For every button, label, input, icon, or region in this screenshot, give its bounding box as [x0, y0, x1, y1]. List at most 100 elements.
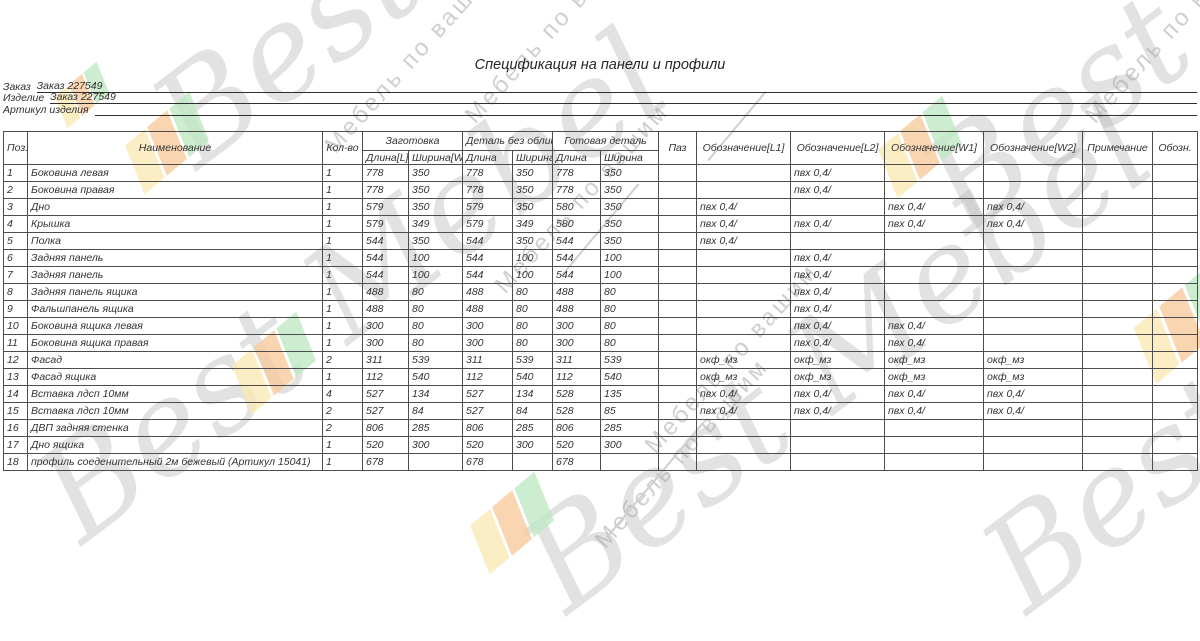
cell-det-len: 527	[462, 385, 513, 403]
cell-det-wid: 134	[511, 385, 554, 403]
cell-w2	[983, 453, 1084, 471]
cell-det-wid: 539	[511, 351, 554, 369]
table-row: 7 Задняя панель 1 544 100 544 100 544 100 пвх 0,4…	[3, 266, 1199, 284]
cell-l2: пвх 0,4/	[790, 334, 886, 352]
table-row: 16 ДВП задняя стенка 2 806 285 806 285 806 285	[3, 419, 1199, 437]
cell-ready-wid: 350	[600, 215, 660, 233]
cell-qty: 2	[322, 402, 363, 420]
cell-obozn	[1152, 300, 1199, 318]
cell-w1: пвх 0,4/	[884, 317, 985, 335]
cell-name: Боковина ящика правая	[27, 334, 323, 352]
cell-ready-wid: 350	[600, 181, 660, 199]
cell-pos: 1	[3, 164, 28, 182]
cell-pos: 17	[3, 436, 28, 454]
table-row: 5 Полка 1 544 350 544 350 544 350 пвх 0,4/	[3, 232, 1199, 250]
cell-ready-wid: 80	[600, 300, 660, 318]
cell-ready-len: 488	[552, 300, 602, 318]
cell-w2: окф_мз	[983, 368, 1084, 386]
cell-note	[1082, 215, 1154, 233]
cell-det-len: 300	[462, 334, 513, 352]
cell-ready-len: 528	[552, 385, 602, 403]
cell-det-len: 678	[462, 453, 513, 471]
col-header-ready-wid: Ширина	[600, 150, 660, 165]
cell-det-wid: 80	[511, 300, 554, 318]
cell-name: Дно	[27, 198, 323, 216]
cell-name: профиль соеденительный 2м бежевый (Артик…	[27, 453, 323, 471]
cell-name: ДВП задняя стенка	[27, 419, 323, 437]
cell-det-wid: 100	[511, 266, 554, 284]
cell-paz	[658, 436, 698, 454]
table-row: 2 Боковина правая 1 778 350 778 350 778 350 пвх 0…	[3, 181, 1199, 199]
cell-det-wid: 350	[511, 181, 554, 199]
cell-w1: пвх 0,4/	[884, 198, 985, 216]
cell-det-len: 488	[462, 300, 513, 318]
cell-obozn	[1152, 419, 1199, 437]
cell-l2	[790, 419, 886, 437]
cell-zag-len: 778	[362, 164, 409, 182]
cell-paz	[658, 249, 698, 267]
cell-paz	[658, 164, 698, 182]
cell-w1	[884, 232, 985, 250]
col-header-paz: Паз	[658, 131, 698, 165]
cell-l2: пвх 0,4/	[790, 164, 886, 182]
cell-paz	[658, 283, 698, 301]
cell-obozn	[1152, 283, 1199, 301]
cell-zag-wid: 350	[408, 164, 463, 182]
cell-l2	[790, 232, 886, 250]
col-group-detail: Деталь без облиц,	[461, 131, 554, 151]
cell-obozn	[1152, 385, 1199, 403]
cell-w2	[983, 300, 1084, 318]
cell-zag-len: 579	[362, 198, 409, 216]
cell-obozn	[1152, 402, 1199, 420]
cell-pos: 4	[3, 215, 28, 233]
cell-pos: 3	[3, 198, 28, 216]
cell-l1	[696, 164, 792, 182]
cell-note	[1082, 368, 1154, 386]
cell-qty: 1	[322, 164, 363, 182]
col-header-det-len: Длина	[462, 150, 513, 165]
cell-ready-wid: 539	[600, 351, 660, 369]
cell-zag-wid	[408, 453, 463, 471]
col-group-zagotovka: Заготовка	[362, 131, 463, 151]
cell-note	[1082, 283, 1154, 301]
cell-w1	[884, 436, 985, 454]
cell-paz	[658, 334, 698, 352]
cell-qty: 1	[322, 317, 363, 335]
field-order-value: Заказ 227549	[36, 80, 1197, 93]
cell-l2	[790, 453, 886, 471]
cell-det-wid: 350	[511, 164, 554, 182]
cell-qty: 1	[322, 453, 363, 471]
cell-w2: пвх 0,4/	[983, 198, 1084, 216]
cell-det-len: 544	[462, 249, 513, 267]
cell-w2: пвх 0,4/	[983, 215, 1084, 233]
cell-qty: 1	[322, 368, 363, 386]
cell-qty: 1	[322, 266, 363, 284]
cell-obozn	[1152, 317, 1199, 335]
cell-w2: окф_мз	[983, 351, 1084, 369]
cell-det-wid: 80	[511, 334, 554, 352]
cell-w1: пвх 0,4/	[884, 334, 985, 352]
cell-paz	[658, 300, 698, 318]
cell-w2: пвх 0,4/	[983, 385, 1084, 403]
cell-paz	[658, 419, 698, 437]
cell-ready-len: 544	[552, 266, 602, 284]
col-header-note: Примечание	[1082, 131, 1154, 165]
cell-ready-len: 580	[552, 215, 602, 233]
cell-zag-len: 678	[362, 453, 409, 471]
field-product-value: Заказ 227549	[50, 92, 1197, 104]
cell-l1: пвх 0,4/	[696, 385, 792, 403]
table-row: 11 Боковина ящика правая 1 300 80 300 80 300 80 п…	[3, 334, 1199, 352]
col-header-ready-len: Длина	[552, 150, 602, 165]
cell-l2: окф_мз	[790, 351, 886, 369]
cell-l1: окф_мз	[696, 368, 792, 386]
cell-det-wid: 84	[511, 402, 554, 420]
cell-ready-len: 488	[552, 283, 602, 301]
cell-pos: 14	[3, 385, 28, 403]
order-fields: Заказ Заказ 227549 Изделие Заказ 227549 …	[3, 80, 1197, 116]
cell-ready-wid	[600, 453, 660, 471]
cell-paz	[658, 453, 698, 471]
cell-name: Задняя панель	[27, 266, 323, 284]
cell-zag-len: 544	[362, 266, 409, 284]
cell-zag-wid: 350	[408, 198, 463, 216]
cell-obozn	[1152, 334, 1199, 352]
